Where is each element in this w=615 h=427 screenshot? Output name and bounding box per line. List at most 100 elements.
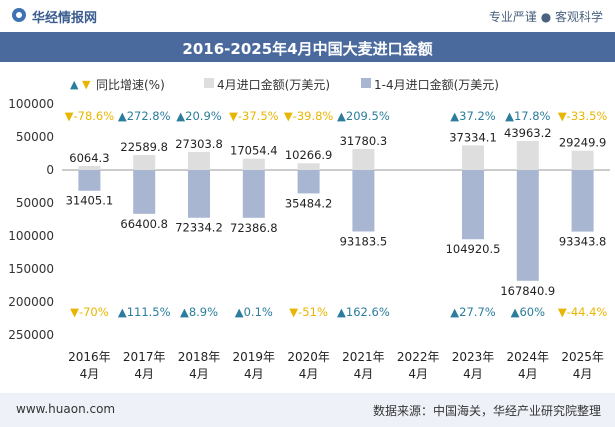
growth-ytd-value: -44.4% bbox=[567, 305, 608, 319]
growth-ytd-value: 27.7% bbox=[459, 305, 496, 319]
down-arrow-icon: ▼ bbox=[284, 109, 293, 123]
bar-april-label: 43963.2 bbox=[504, 126, 552, 140]
x-tick-label-year: 2020年 bbox=[287, 350, 330, 364]
up-arrow-icon: ▲ bbox=[337, 305, 346, 319]
growth-ytd-label: ▼-44.4% bbox=[558, 305, 608, 319]
up-arrow-icon: ▲ bbox=[505, 109, 514, 123]
bar-ytd bbox=[242, 170, 265, 218]
growth-april-label: ▲272.8% bbox=[118, 109, 171, 123]
x-tick-label-year: 2022年 bbox=[397, 350, 440, 364]
growth-april-label: ▲37.2% bbox=[450, 109, 495, 123]
growth-ytd-value: -70% bbox=[79, 305, 109, 319]
bar-ytd-label: 72334.2 bbox=[175, 221, 223, 235]
y-tick-label: 100000 bbox=[8, 229, 54, 243]
legend-ytd-swatch bbox=[361, 78, 371, 88]
x-tick-label-month: 4月 bbox=[408, 367, 428, 381]
legend-up-icon: ▲ bbox=[70, 78, 79, 91]
bar-ytd-label: 93183.5 bbox=[340, 235, 388, 249]
bar-april bbox=[352, 149, 375, 170]
growth-april-value: 37.2% bbox=[459, 109, 496, 123]
top-bar: 华经情报网 专业严谨 ● 客观科学 bbox=[0, 0, 615, 32]
x-tick-label-month: 4月 bbox=[354, 367, 374, 381]
site-url: www.huaon.com bbox=[16, 402, 116, 416]
up-arrow-icon: ▲ bbox=[511, 305, 520, 319]
x-tick-label-month: 4月 bbox=[189, 367, 209, 381]
bar-ytd-label: 104920.5 bbox=[446, 242, 501, 256]
bar-ytd-label: 167840.9 bbox=[500, 284, 555, 298]
growth-april-value: -39.8% bbox=[293, 109, 334, 123]
down-arrow-icon: ▼ bbox=[558, 109, 567, 123]
x-tick-label-month: 4月 bbox=[573, 367, 593, 381]
x-tick-label-month: 4月 bbox=[134, 367, 154, 381]
down-arrow-icon: ▼ bbox=[65, 109, 74, 123]
bar-april bbox=[78, 165, 101, 170]
legend-ytd-label: 1-4月进口金额(万美元) bbox=[374, 77, 499, 92]
bar-april bbox=[462, 145, 484, 170]
growth-april-value: 209.5% bbox=[346, 109, 390, 123]
bar-ytd bbox=[352, 170, 375, 232]
growth-april-value: 20.9% bbox=[185, 109, 222, 123]
growth-april-label: ▲17.8% bbox=[505, 109, 550, 123]
growth-ytd-value: 8.9% bbox=[189, 305, 218, 319]
growth-april-value: -78.6% bbox=[73, 109, 114, 123]
tagline: 专业严谨 ● 客观科学 bbox=[488, 10, 603, 24]
bar-april-label: 37334.1 bbox=[449, 130, 497, 144]
up-arrow-icon: ▲ bbox=[180, 305, 189, 319]
bar-ytd bbox=[571, 170, 594, 232]
legend-april-label: 4月进口金额(万美元) bbox=[217, 77, 330, 92]
growth-april-label: ▼-78.6% bbox=[65, 109, 115, 123]
x-tick-label-month: 4月 bbox=[299, 367, 319, 381]
bar-ytd-label: 93343.8 bbox=[559, 235, 607, 249]
title-bar bbox=[0, 32, 615, 62]
x-tick-label-year: 2016年 bbox=[68, 350, 111, 364]
growth-ytd-label: ▲162.6% bbox=[337, 305, 390, 319]
growth-ytd-value: -51% bbox=[298, 305, 328, 319]
up-arrow-icon: ▲ bbox=[450, 109, 459, 123]
bar-ytd-label: 66400.8 bbox=[120, 217, 168, 231]
bar-april bbox=[133, 155, 156, 170]
bar-april-label: 27303.8 bbox=[175, 137, 223, 151]
growth-ytd-label: ▲8.9% bbox=[180, 305, 218, 319]
data-source: 数据来源：中国海关，华经产业研究院整理 bbox=[372, 404, 601, 418]
bar-april-label: 6064.3 bbox=[69, 151, 109, 165]
growth-ytd-label: ▲0.1% bbox=[235, 305, 273, 319]
x-tick-label-year: 2025年 bbox=[561, 350, 604, 364]
x-tick-label-year: 2021年 bbox=[342, 350, 385, 364]
x-tick-label-year: 2023年 bbox=[452, 350, 495, 364]
growth-april-value: 272.8% bbox=[127, 109, 171, 123]
growth-ytd-value: 0.1% bbox=[244, 305, 273, 319]
bar-april-label: 17054.4 bbox=[230, 144, 278, 158]
bar-ytd bbox=[516, 170, 539, 281]
growth-april-label: ▲20.9% bbox=[176, 109, 221, 123]
growth-ytd-value: 60% bbox=[519, 305, 545, 319]
y-tick-label: 250000 bbox=[8, 328, 54, 342]
growth-april-label: ▼-33.5% bbox=[558, 109, 608, 123]
x-tick-label-year: 2019年 bbox=[233, 350, 276, 364]
growth-april-value: -33.5% bbox=[567, 109, 608, 123]
growth-ytd-label: ▼-70% bbox=[70, 305, 109, 319]
up-arrow-icon: ▲ bbox=[450, 305, 459, 319]
x-tick-label-month: 4月 bbox=[80, 367, 100, 381]
bar-ytd bbox=[297, 170, 320, 194]
x-tick-label-year: 2024年 bbox=[507, 350, 550, 364]
up-arrow-icon: ▲ bbox=[118, 109, 127, 123]
bar-april-label: 29249.9 bbox=[559, 136, 607, 150]
bar-ytd bbox=[133, 170, 156, 214]
bar-ytd bbox=[78, 170, 101, 191]
x-tick-label-year: 2018年 bbox=[178, 350, 221, 364]
growth-ytd-label: ▲111.5% bbox=[118, 305, 171, 319]
growth-ytd-value: 111.5% bbox=[127, 305, 171, 319]
legend-growth-label: 同比增速(%) bbox=[96, 78, 165, 92]
down-arrow-icon: ▼ bbox=[558, 305, 567, 319]
x-tick-label-month: 4月 bbox=[463, 367, 483, 381]
y-tick-label: 50000 bbox=[16, 196, 54, 210]
y-tick-label: 0 bbox=[46, 163, 54, 177]
growth-ytd-label: ▲60% bbox=[511, 305, 545, 319]
logo-icon bbox=[12, 8, 26, 22]
growth-april-label: ▼-39.8% bbox=[284, 109, 334, 123]
down-arrow-icon: ▼ bbox=[289, 305, 298, 319]
up-arrow-icon: ▲ bbox=[337, 109, 346, 123]
growth-april-value: 17.8% bbox=[514, 109, 551, 123]
x-tick-label-month: 4月 bbox=[518, 367, 538, 381]
y-tick-label: 100000 bbox=[8, 97, 54, 111]
